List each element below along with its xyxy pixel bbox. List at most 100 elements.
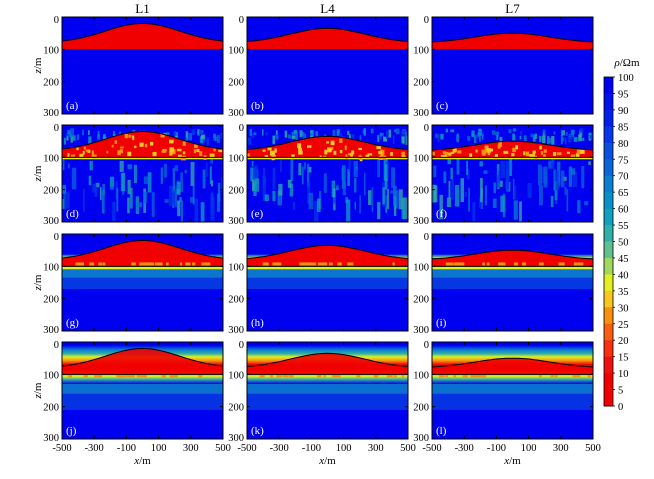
y-tick-label: 100	[413, 370, 429, 381]
inner-noise	[438, 374, 445, 378]
noise-streak	[135, 196, 140, 215]
noise-streak	[456, 158, 460, 175]
noise-streak	[561, 130, 565, 136]
noise-streak	[371, 187, 374, 213]
panels-group: (a) (b) (c) (d) (e) (f) (g) (h) (i) (j) (k) (l)	[62, 17, 593, 439]
panel-label: (d)	[66, 208, 79, 220]
noise-streak	[62, 157, 65, 171]
noise-streak	[66, 191, 70, 209]
noise-streak	[401, 130, 405, 140]
inner-noise	[282, 374, 289, 378]
inner-noise	[199, 151, 203, 157]
noise-streak	[347, 130, 350, 135]
noise-streak	[88, 130, 90, 136]
noise-streak	[435, 133, 439, 138]
inner-noise	[532, 152, 536, 157]
inner-noise	[326, 149, 332, 153]
noise-streak	[254, 178, 260, 192]
y-tick-label: 0	[54, 232, 59, 243]
noise-streak	[496, 134, 499, 141]
y-tick-label: 0	[54, 15, 59, 26]
noise-streak	[112, 201, 116, 222]
panel-frame	[431, 341, 594, 440]
lower-blur	[247, 266, 408, 278]
noise-streak	[205, 162, 208, 177]
noise-streak	[445, 128, 449, 133]
inner-noise	[401, 151, 405, 157]
inner-noise	[169, 151, 173, 156]
noise-streak	[253, 167, 257, 183]
inner-noise	[525, 151, 530, 157]
noise-streak	[210, 157, 213, 164]
noise-streak	[549, 137, 552, 144]
inner-noise	[486, 262, 490, 266]
inner-noise	[117, 150, 121, 156]
inner-noise	[539, 374, 542, 378]
x-tick-label: 300	[183, 443, 199, 454]
noise-streak	[272, 135, 276, 145]
inner-noise	[204, 262, 211, 266]
noise-streak	[308, 166, 312, 173]
panel-label: (a)	[66, 100, 79, 112]
inner-noise	[127, 151, 132, 157]
colorbar-segment	[604, 290, 613, 308]
panel-frame	[61, 233, 224, 332]
noise-streak	[188, 133, 193, 141]
inner-noise	[572, 374, 577, 378]
noise-streak	[99, 187, 102, 201]
noise-streak	[473, 135, 477, 144]
y-tick-label: 200	[43, 78, 59, 89]
inner-noise	[543, 154, 546, 158]
y-tick-label: 100	[413, 45, 429, 56]
noise-streak	[566, 188, 569, 212]
x-axis-label-var: x	[318, 455, 324, 467]
inner-noise	[327, 147, 332, 150]
inner-noise	[326, 141, 329, 144]
noise-streak	[467, 187, 471, 212]
x-axis-label-var: x	[133, 455, 139, 467]
inner-noise	[67, 374, 73, 378]
noise-streak	[76, 134, 80, 140]
inner-noise	[91, 154, 97, 159]
inner-noise	[573, 262, 578, 266]
x-tick-label: -500	[52, 443, 71, 454]
inner-noise	[89, 262, 95, 266]
inner-noise	[134, 145, 137, 149]
y-tick-label: 300	[413, 433, 429, 444]
noise-streak	[67, 129, 71, 138]
noise-streak	[479, 134, 481, 142]
noise-streak	[213, 136, 218, 142]
panel-k	[247, 342, 408, 439]
inner-noise	[114, 140, 118, 144]
noise-streak	[315, 131, 319, 139]
noise-streak	[437, 134, 440, 142]
noise-streak	[185, 137, 188, 142]
x-tick-label: 500	[585, 443, 601, 454]
noise-streak	[302, 133, 307, 139]
model-body	[432, 33, 593, 50]
noise-streak	[102, 183, 105, 196]
noise-streak	[220, 132, 223, 139]
inner-noise	[373, 374, 379, 378]
noise-streak	[280, 159, 282, 172]
y-tick-label: 300	[228, 108, 244, 119]
noise-streak	[213, 133, 217, 138]
noise-streak	[251, 161, 254, 167]
noise-streak	[200, 130, 204, 134]
noise-streak	[440, 133, 444, 140]
inner-noise	[176, 148, 182, 152]
noise-streak	[249, 128, 253, 136]
panel-d	[62, 125, 223, 222]
noise-streak	[447, 159, 452, 165]
noise-streak	[520, 131, 523, 135]
noise-streak	[216, 135, 220, 143]
colorbar-segment	[604, 77, 613, 94]
inner-noise	[392, 262, 395, 266]
inner-noise	[193, 149, 197, 154]
y-tick-label: 200	[43, 295, 59, 306]
noise-streak	[288, 134, 291, 139]
noise-streak	[333, 197, 336, 204]
noise-streak	[455, 134, 458, 142]
noise-streak	[92, 183, 97, 193]
inner-noise	[335, 374, 341, 378]
